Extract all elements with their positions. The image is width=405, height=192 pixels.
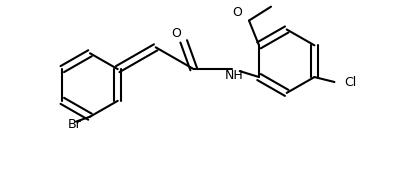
Text: Methoxy: Methoxy [273, 0, 296, 5]
Text: O: O [171, 27, 180, 40]
Text: NH: NH [224, 69, 243, 82]
Text: O: O [232, 6, 241, 19]
Text: Br: Br [68, 118, 81, 131]
Text: Cl: Cl [343, 75, 356, 89]
